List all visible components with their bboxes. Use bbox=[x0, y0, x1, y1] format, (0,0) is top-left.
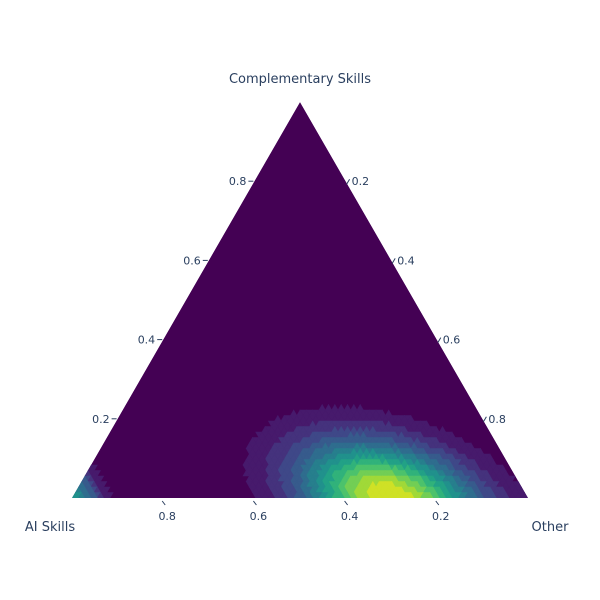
tick-mark-other-0.8 bbox=[482, 416, 487, 423]
contour-cell bbox=[381, 491, 390, 498]
contour-cell bbox=[103, 491, 111, 498]
contour-cell bbox=[419, 491, 428, 498]
contour-cell bbox=[470, 491, 478, 498]
contour-cell bbox=[299, 491, 307, 498]
tick-mark-ai-0.8 bbox=[161, 500, 166, 506]
contour-cell bbox=[305, 491, 314, 498]
contour-level-base bbox=[72, 102, 528, 498]
contour-cell bbox=[369, 491, 377, 498]
contour-cell bbox=[413, 491, 421, 498]
tick-label-complementary-0.8: 0.8 bbox=[229, 175, 247, 188]
contour-cell bbox=[337, 491, 345, 498]
contour-cell bbox=[432, 491, 440, 498]
tick-mark-ai-0.2 bbox=[435, 500, 440, 506]
axis-title-ai-skills: AI Skills bbox=[25, 520, 75, 535]
contour-cell bbox=[331, 491, 339, 498]
contour-cell bbox=[407, 491, 415, 498]
contour-cell bbox=[274, 491, 282, 498]
contour-cell bbox=[508, 491, 516, 498]
contour-cell bbox=[426, 491, 434, 498]
contour-cell bbox=[514, 491, 523, 498]
tick-label-ai-0.6: 0.6 bbox=[250, 510, 268, 523]
contour-cell bbox=[312, 491, 320, 498]
contour-cell bbox=[489, 491, 497, 498]
contour-cell bbox=[261, 491, 269, 498]
contour-cell bbox=[350, 491, 358, 498]
tick-label-ai-0.2: 0.2 bbox=[432, 510, 450, 523]
contour-cell bbox=[375, 491, 383, 498]
tick-mark-ai-0.4 bbox=[344, 500, 349, 506]
contour-cell bbox=[457, 491, 466, 498]
tick-label-other-0.4: 0.4 bbox=[397, 254, 415, 267]
axis-layer: 0.8 0.6 0.4 0.2 0.2 0.4 0.6 0.8 0.8 0.6 0.4 0.2 bbox=[92, 175, 506, 523]
contour-cell bbox=[483, 491, 491, 498]
contour-cell bbox=[438, 491, 447, 498]
tick-label-ai-0.8: 0.8 bbox=[158, 510, 176, 523]
contour-cell bbox=[400, 491, 409, 498]
contour-cell bbox=[255, 491, 263, 498]
contour-cell bbox=[293, 491, 301, 498]
tick-label-complementary-0.4: 0.4 bbox=[138, 334, 156, 347]
tick-label-ai-0.4: 0.4 bbox=[341, 510, 359, 523]
contour-cell bbox=[286, 491, 295, 498]
contour-cell bbox=[84, 491, 92, 498]
contour-cell bbox=[242, 469, 250, 477]
tick-label-other-0.8: 0.8 bbox=[488, 413, 506, 426]
axis-title-other: Other bbox=[532, 520, 570, 535]
tick-label-complementary-0.6: 0.6 bbox=[183, 254, 201, 267]
tick-label-other-0.6: 0.6 bbox=[443, 334, 461, 347]
tick-mark-other-0.2 bbox=[346, 178, 351, 185]
contour-cell bbox=[96, 491, 105, 498]
contour-cell bbox=[72, 491, 79, 498]
contour-cell bbox=[464, 491, 472, 498]
contour-cell bbox=[77, 491, 86, 498]
contour-cell bbox=[362, 491, 371, 498]
contour-cell bbox=[476, 491, 485, 498]
contour-cell bbox=[394, 491, 402, 498]
tick-mark-other-0.4 bbox=[391, 258, 396, 264]
contour-cell bbox=[451, 491, 459, 498]
contour-fill-layer bbox=[72, 102, 528, 498]
contour-cell bbox=[343, 491, 352, 498]
contour-cell bbox=[388, 491, 396, 498]
axis-title-complementary-skills: Complementary Skills bbox=[229, 72, 371, 87]
contour-cell bbox=[445, 491, 453, 498]
contour-cell bbox=[267, 491, 276, 498]
tick-label-other-0.2: 0.2 bbox=[352, 175, 370, 188]
contour-cell bbox=[280, 491, 288, 498]
contour-cell bbox=[502, 491, 510, 498]
contour-cell bbox=[324, 491, 333, 498]
contour-cell bbox=[356, 491, 364, 498]
contour-cell bbox=[521, 491, 528, 498]
tick-mark-ai-0.6 bbox=[252, 500, 257, 506]
contour-cell bbox=[495, 491, 504, 498]
contour-cell bbox=[318, 491, 326, 498]
contour-cell bbox=[90, 491, 98, 498]
tick-mark-other-0.6 bbox=[437, 337, 442, 343]
tick-label-complementary-0.2: 0.2 bbox=[92, 413, 110, 426]
